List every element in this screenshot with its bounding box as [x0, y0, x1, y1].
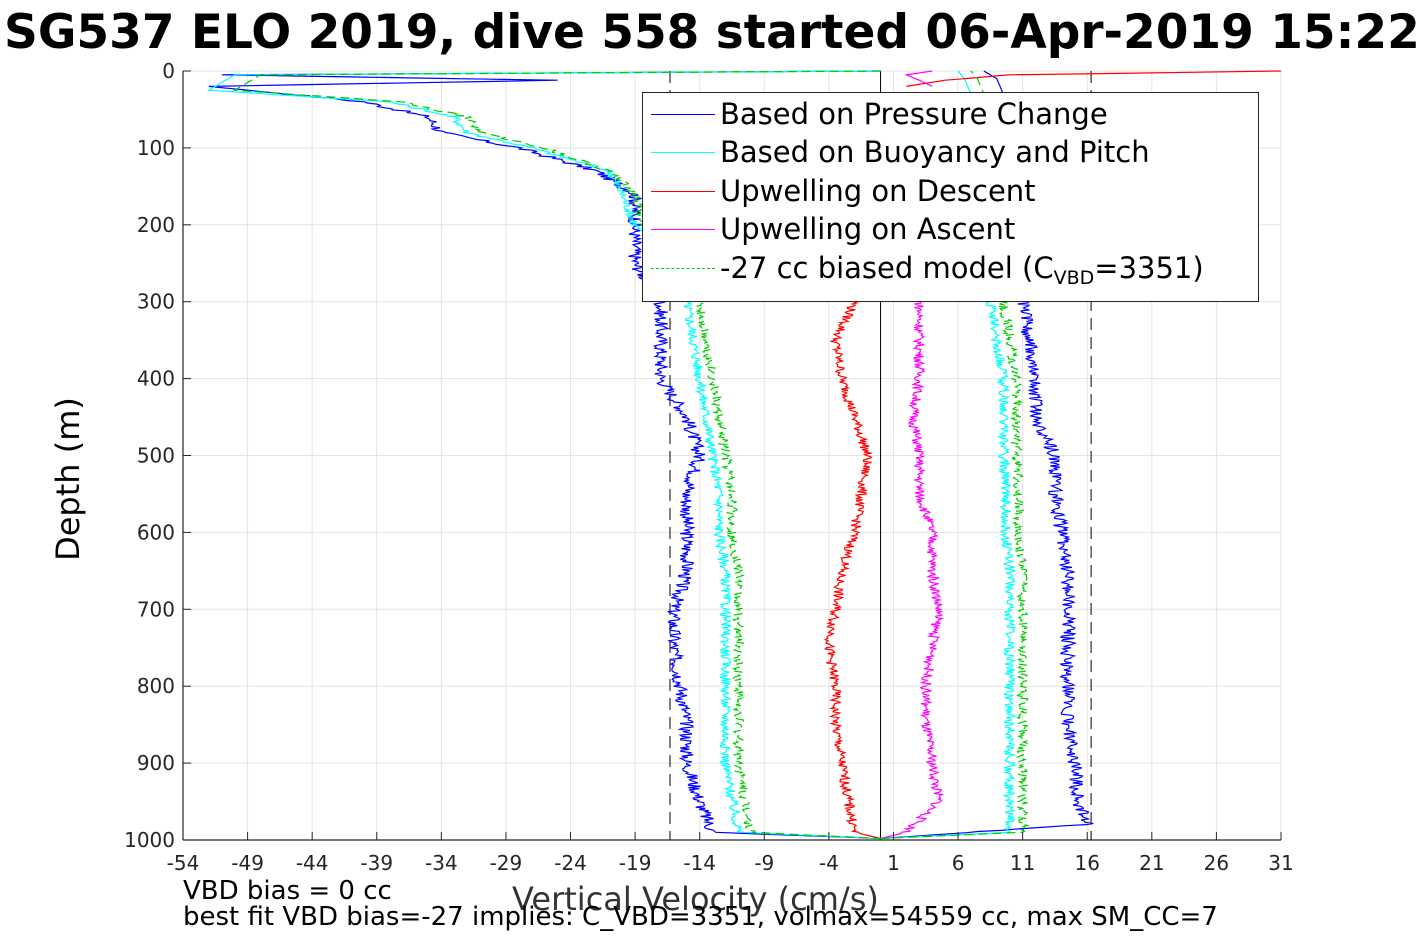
x-tick-label: -54: [167, 851, 200, 875]
legend-label-pressure-change: Based on Pressure Change: [720, 97, 1108, 131]
x-tick-label: -4: [819, 851, 839, 875]
legend-item-buoyancy-pitch: Based on Buoyancy and Pitch: [643, 133, 1258, 171]
y-tick-label: 400: [137, 367, 175, 391]
x-axis-label: Vertical Velocity (cm/s): [512, 880, 879, 918]
legend: Based on Pressure Change Based on Buoyan…: [642, 92, 1259, 302]
y-tick-label: 600: [137, 520, 175, 544]
chart-title-text: SG537 ELO 2019, dive 558 started 06-Apr-…: [4, 5, 1417, 60]
legend-label-biased-model-pre: -27 cc biased model (C: [720, 251, 1054, 285]
legend-label-upwelling-ascent: Upwelling on Ascent: [720, 212, 1016, 246]
series-line-near-surface: [904, 70, 933, 87]
x-tick-label: -29: [490, 851, 523, 875]
x-tick-label: 31: [1268, 851, 1293, 875]
x-tick-label: 21: [1139, 851, 1164, 875]
legend-swatch-biased-model: [651, 268, 715, 269]
legend-swatch-upwelling-descent: [651, 191, 715, 192]
legend-swatch-buoyancy-pitch: [651, 152, 715, 153]
tick-labels: -54 -49 -44 -39 -34 -29 -24 -19 -14 -9 -4 1 6 11 16 21 2…: [124, 59, 1294, 875]
series-line-near-surface: [906, 70, 1282, 87]
legend-label-upwelling-descent: Upwelling on Descent: [720, 174, 1036, 208]
y-tick-label: 200: [137, 213, 175, 237]
legend-item-pressure-change: Based on Pressure Change: [643, 95, 1258, 133]
x-tick-label: -14: [683, 851, 716, 875]
legend-item-upwelling-ascent: Upwelling on Ascent: [643, 210, 1258, 248]
y-tick-label: 1000: [124, 828, 175, 852]
x-tick-label: 6: [952, 851, 965, 875]
x-tick-label: -44: [296, 851, 329, 875]
x-tick-label: -19: [619, 851, 652, 875]
x-tick-label: -34: [425, 851, 458, 875]
footer-vbd-bias: VBD bias = 0 cc: [183, 876, 392, 906]
x-tick-label: -49: [231, 851, 264, 875]
series-2: [824, 70, 1282, 840]
y-axis-label: Depth (m): [49, 397, 87, 561]
legend-label-biased-model: -27 cc biased model (CVBD=3351): [720, 251, 1204, 295]
y-tick-label: 900: [137, 751, 175, 775]
legend-label-biased-model-post: =3351): [1094, 251, 1204, 285]
series-line-profile: [880, 301, 945, 840]
x-tick-label: -9: [754, 851, 774, 875]
series-line-profile: [824, 301, 881, 840]
y-tick-label: 700: [137, 597, 175, 621]
y-tick-label: 800: [137, 674, 175, 698]
x-tick-label: -24: [554, 851, 587, 875]
legend-label-biased-model-sub: VBD: [1053, 267, 1095, 289]
x-tick-label: 1: [887, 851, 900, 875]
legend-item-biased-model: -27 cc biased model (CVBD=3351): [643, 249, 1258, 289]
series-line-descent: [232, 70, 881, 840]
y-tick-label: 100: [137, 136, 175, 160]
series-line-descent: [206, 70, 881, 840]
legend-item-upwelling-descent: Upwelling on Descent: [643, 172, 1258, 210]
x-tick-label: 11: [1010, 851, 1035, 875]
series-3: [880, 70, 945, 840]
x-tick-label: 16: [1075, 851, 1100, 875]
legend-swatch-upwelling-ascent: [651, 229, 715, 230]
y-tick-label: 500: [137, 444, 175, 468]
y-tick-label: 0: [162, 59, 175, 83]
x-tick-label: 26: [1204, 851, 1229, 875]
y-tick-label: 300: [137, 290, 175, 314]
chart-title: SG537 ELO 2019, dive 558 started 06-Apr-…: [0, 4, 1417, 64]
legend-swatch-pressure-change: [651, 114, 715, 115]
legend-label-buoyancy-pitch: Based on Buoyancy and Pitch: [720, 135, 1150, 169]
footer-best-fit: best fit VBD bias=-27 implies: C_VBD=335…: [183, 902, 1218, 932]
series-line-descent: [208, 70, 881, 840]
x-tick-label: -39: [360, 851, 393, 875]
axes: [182, 70, 1282, 841]
